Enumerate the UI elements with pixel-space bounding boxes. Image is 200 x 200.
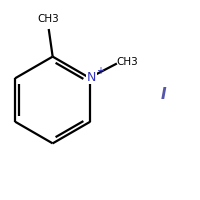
Text: N: N xyxy=(87,71,96,84)
Text: CH3: CH3 xyxy=(38,14,60,24)
Text: I: I xyxy=(160,87,166,102)
Text: CH3: CH3 xyxy=(117,57,139,67)
Text: +: + xyxy=(96,66,104,76)
